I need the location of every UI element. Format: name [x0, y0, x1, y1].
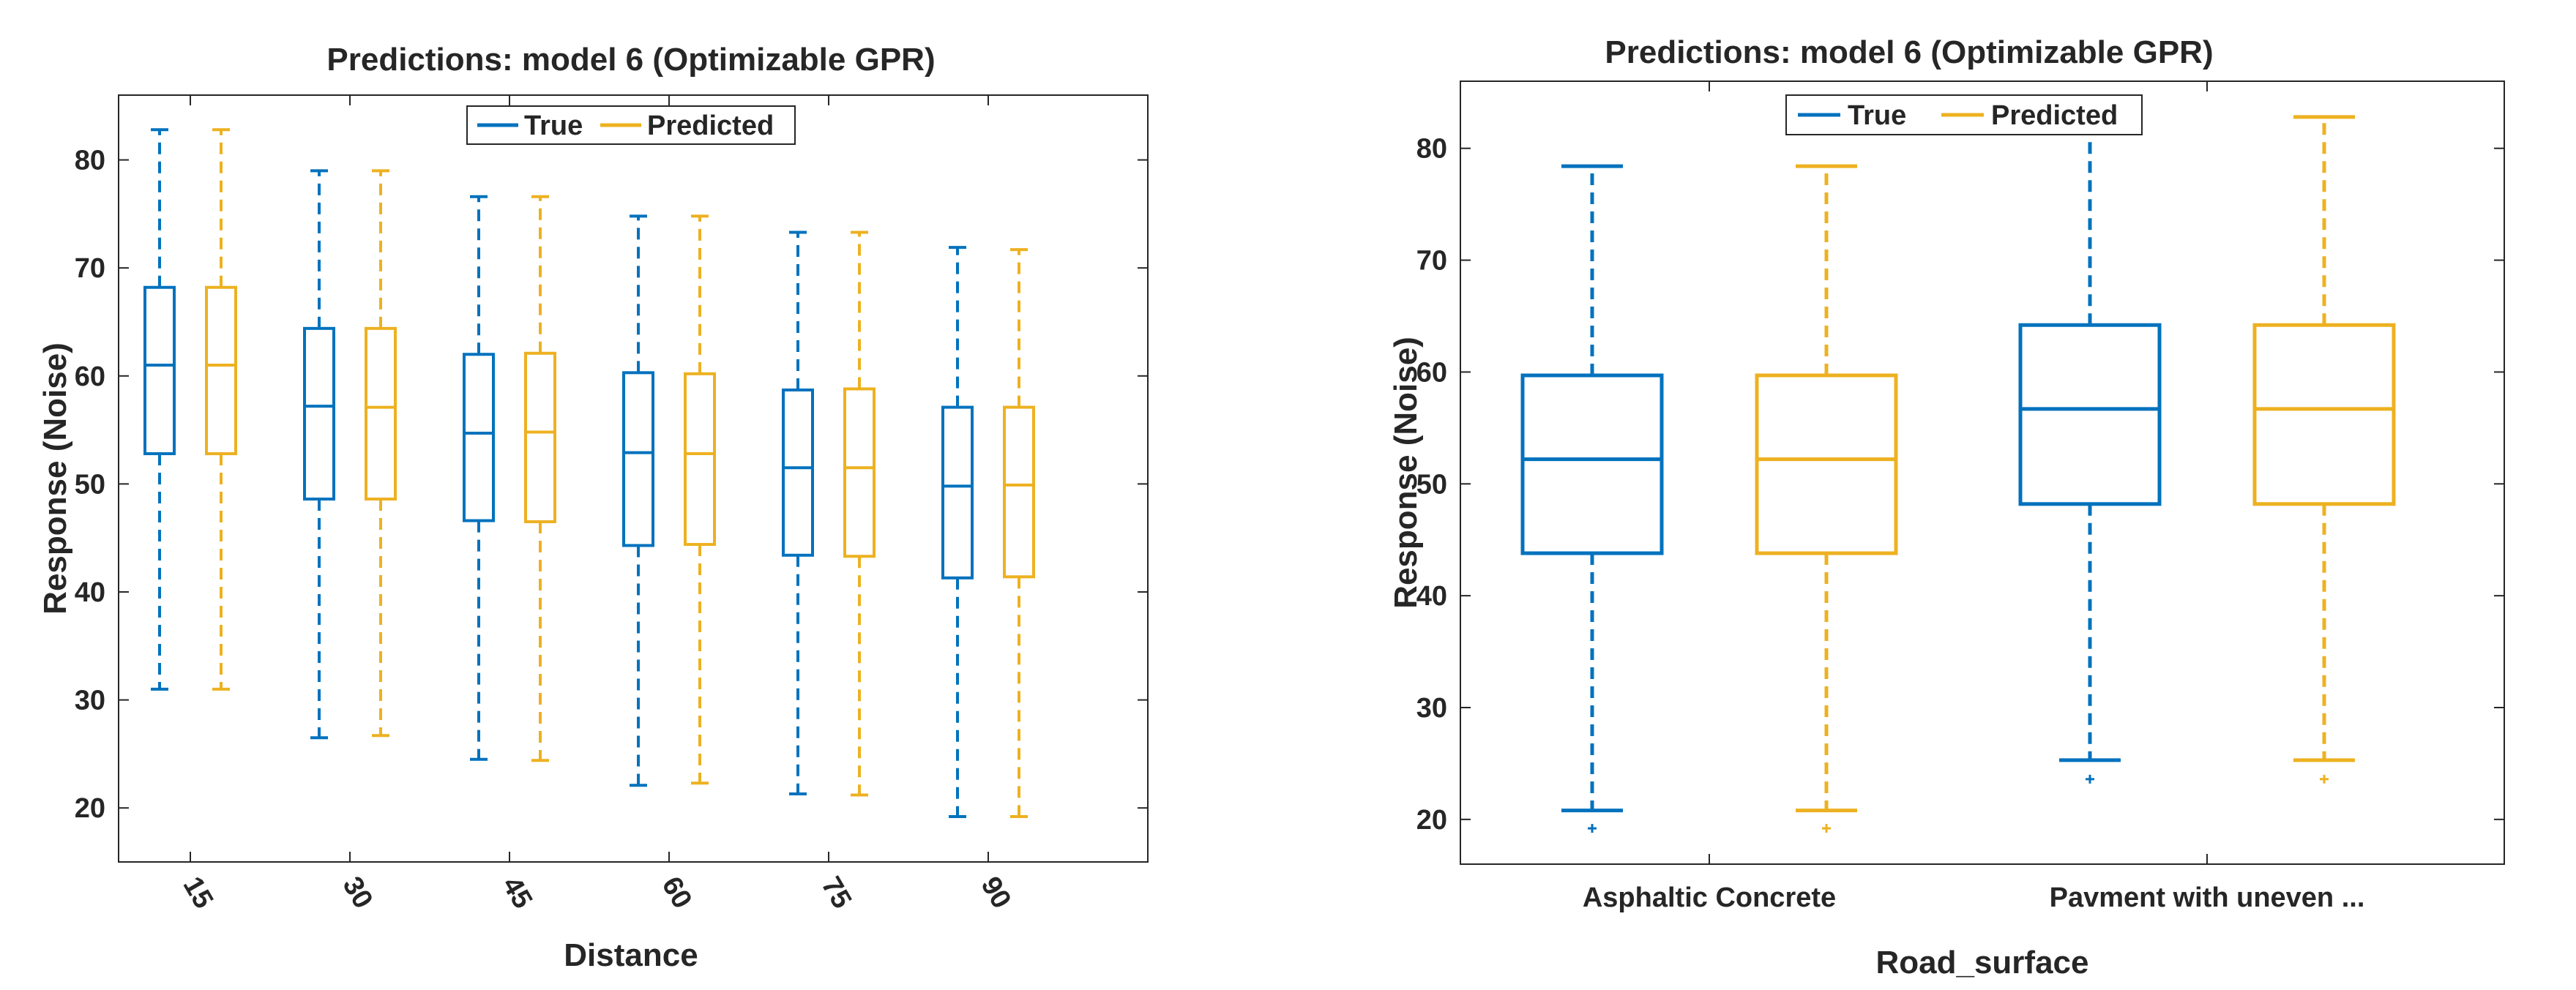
box-true [782, 230, 814, 796]
x-tick-label: 60 [656, 871, 698, 914]
legend-label-predicted: Predicted [647, 110, 774, 141]
y-tick-label: 80 [1416, 134, 1447, 165]
iqr-box [2018, 323, 2162, 506]
box-true [1520, 164, 1664, 833]
chart-road-surface: Predictions: model 6 (Optimizable GPR) 2… [1388, 34, 2505, 980]
iqr-box [1003, 405, 1035, 579]
box-true [622, 214, 654, 787]
y-tick-label: 30 [1416, 693, 1447, 724]
chart-title: Predictions: model 6 (Optimizable GPR) [326, 42, 935, 78]
iqr-box [365, 326, 397, 501]
y-tick-label: 70 [1416, 246, 1447, 277]
iqr-box [205, 285, 237, 456]
iqr-box [463, 353, 495, 522]
boxplot-series [143, 128, 1035, 819]
x-tick-label: 30 [337, 871, 379, 914]
box-predicted [1755, 164, 1898, 833]
box-predicted [205, 128, 237, 691]
box-predicted [1003, 248, 1035, 819]
box-predicted [2252, 115, 2396, 784]
y-tick-label: 40 [75, 577, 105, 608]
chart-distance: Predictions: model 6 (Optimizable GPR) 2… [37, 42, 1149, 973]
y-tick-label: 20 [1416, 805, 1447, 836]
iqr-box [2252, 323, 2396, 506]
box-predicted [684, 214, 716, 785]
iqr-box [524, 351, 556, 524]
box-predicted [365, 169, 397, 738]
x-axis-label: Road_surface [1875, 945, 2088, 980]
y-axis-label: Response (Noise) [37, 342, 73, 615]
x-tick-label: 45 [496, 871, 539, 914]
x-tick-label: Asphaltic Concrete [1583, 882, 1836, 913]
box-true [303, 169, 335, 740]
legend-label-true: True [1848, 100, 1906, 131]
y-tick-label: 80 [75, 146, 105, 176]
iqr-box [303, 326, 335, 501]
boxplot-series [1520, 115, 2396, 833]
y-axis: 20 30 40 50 60 70 80 [75, 146, 1148, 824]
x-tick-label: 75 [815, 871, 858, 914]
y-tick-label: 20 [75, 793, 105, 824]
iqr-box [684, 372, 716, 547]
box-predicted [524, 195, 556, 762]
y-tick-label: 40 [1416, 581, 1447, 612]
iqr-box [941, 405, 974, 580]
chart-title: Predictions: model 6 (Optimizable GPR) [1605, 34, 2213, 70]
x-tick-label: 15 [177, 871, 220, 914]
iqr-box [782, 388, 814, 557]
legend[interactable]: True Predicted [466, 105, 796, 145]
y-tick-label: 50 [75, 469, 105, 500]
y-tick-label: 60 [75, 361, 105, 392]
box-true [941, 246, 974, 819]
y-tick-label: 50 [1416, 469, 1447, 500]
y-tick-label: 60 [1416, 357, 1447, 388]
box-true [463, 195, 495, 761]
legend[interactable]: True Predicted [1785, 94, 2143, 135]
box-true [143, 128, 176, 691]
iqr-box [622, 371, 654, 547]
y-tick-label: 70 [75, 253, 105, 284]
legend-label-true: True [524, 110, 583, 141]
iqr-box [843, 387, 876, 558]
y-tick-label: 30 [75, 686, 105, 716]
box-predicted [843, 230, 876, 797]
x-axis-label: Distance [564, 937, 698, 973]
x-tick-label: Pavment with uneven ... [2050, 882, 2365, 913]
x-axis: Asphaltic Concrete Pavment with uneven ..… [1583, 81, 2365, 913]
iqr-box [143, 285, 176, 456]
legend-label-predicted: Predicted [1991, 100, 2118, 131]
y-axis-label: Response (Noise) [1388, 337, 1424, 609]
x-tick-label: 90 [975, 871, 1018, 914]
y-axis: 20 30 40 50 60 70 80 [1416, 134, 2504, 836]
iqr-box [1755, 373, 1898, 555]
iqr-box [1520, 373, 1664, 555]
